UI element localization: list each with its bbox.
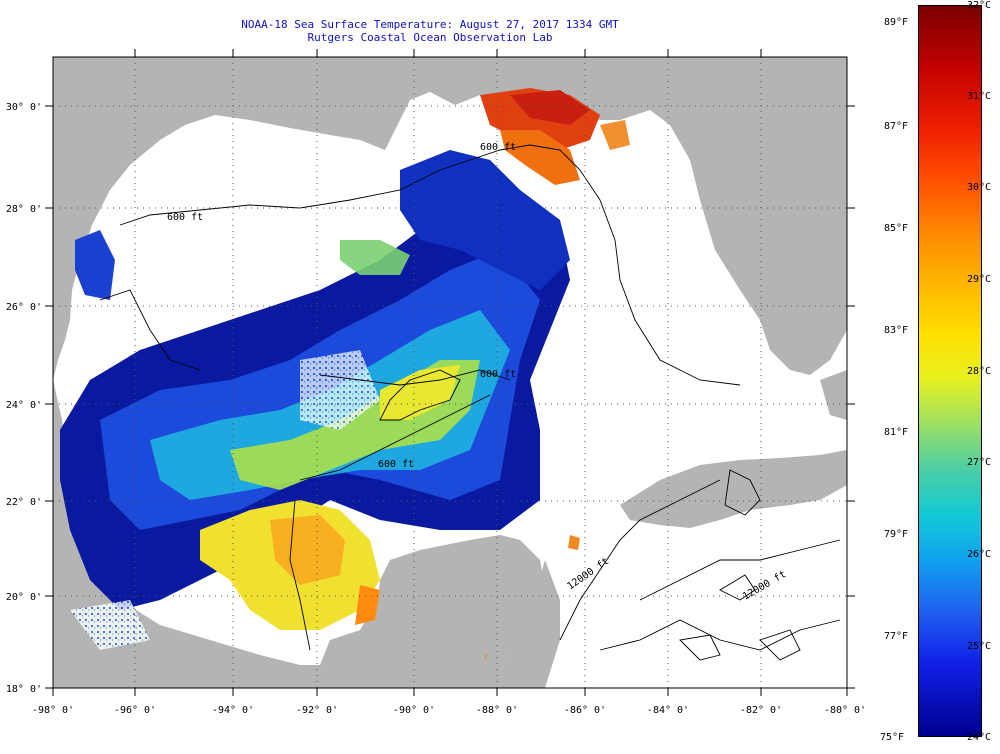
lat-label: 30° 0' <box>6 102 42 113</box>
us-mainland <box>53 57 847 380</box>
longitude-labels: -98° 0' -96° 0' -94° 0' -92° 0' -90° 0' … <box>32 705 866 716</box>
colorbar-celsius-label: 28°C <box>967 366 992 377</box>
lon-label: -92° 0' <box>296 705 338 716</box>
depth-contours <box>99 144 841 661</box>
axis-ticks <box>45 49 855 696</box>
contour-label-600-north: 600 ft <box>480 142 516 153</box>
colorbar-fahrenheit-label: 89°F <box>884 17 909 28</box>
colorbar-fahrenheit-label: 81°F <box>884 427 909 438</box>
colorbar-celsius-label: 29°C <box>967 274 992 285</box>
lon-label: -94° 0' <box>212 705 254 716</box>
colorbar-fahrenheit-label: 77°F <box>884 631 909 642</box>
lon-label: -80° 0' <box>824 705 866 716</box>
colorbar-celsius-label: 30°C <box>967 182 992 193</box>
lat-label: 24° 0' <box>6 400 42 411</box>
lat-label: 22° 0' <box>6 497 42 508</box>
lon-label: -84° 0' <box>647 705 689 716</box>
plot-frame <box>52 56 848 689</box>
mexico <box>53 380 545 688</box>
lat-label: 20° 0' <box>6 592 42 603</box>
lon-label: -88° 0' <box>476 705 518 716</box>
latitude-labels: 18° 0' 20° 0' 22° 0' 24° 0' 26° 0' 28° 0… <box>6 102 42 695</box>
colorbar-fahrenheit-label: 87°F <box>884 121 909 132</box>
yucatan-overlay <box>480 535 545 688</box>
colorbar-celsius-label: 31°C <box>967 91 992 102</box>
cuba <box>620 450 847 528</box>
lon-label: -82° 0' <box>740 705 782 716</box>
land-masses <box>53 57 847 688</box>
lon-label: -98° 0' <box>32 705 74 716</box>
colorbar-celsius-label: 27°C <box>967 457 992 468</box>
yucatan <box>500 560 560 688</box>
map-title: NOAA-18 Sea Surface Temperature: August … <box>241 18 619 31</box>
lat-label: 28° 0' <box>6 204 42 215</box>
contour-label-600-south: 600 ft <box>378 459 414 470</box>
graticule <box>53 57 847 688</box>
lat-label: 26° 0' <box>6 302 42 313</box>
colorbar-celsius-label: 24°C <box>967 732 992 743</box>
contour-label-600-west: 600 ft <box>167 212 203 223</box>
sst-data <box>60 88 630 668</box>
colorbar-fahrenheit-label: 75°F <box>880 732 905 743</box>
contour-label-600-central: 600 ft <box>480 369 516 380</box>
colorbar-fahrenheit-label: 85°F <box>884 223 909 234</box>
lat-label: 18° 0' <box>6 684 42 695</box>
colorbar-celsius-label: 25°C <box>967 641 992 652</box>
colorbar-celsius-label: 32°C <box>967 0 992 11</box>
temperature-colorbar <box>918 5 982 737</box>
colorbar-fahrenheit-label: 83°F <box>884 325 909 336</box>
map-subtitle: Rutgers Coastal Ocean Observation Lab <box>307 31 553 44</box>
bahamas <box>820 370 847 420</box>
lon-label: -90° 0' <box>393 705 435 716</box>
colorbar-celsius-label: 26°C <box>967 549 992 560</box>
lon-label: -86° 0' <box>564 705 606 716</box>
lon-label: -96° 0' <box>114 705 156 716</box>
colorbar-fahrenheit-label: 79°F <box>884 529 909 540</box>
